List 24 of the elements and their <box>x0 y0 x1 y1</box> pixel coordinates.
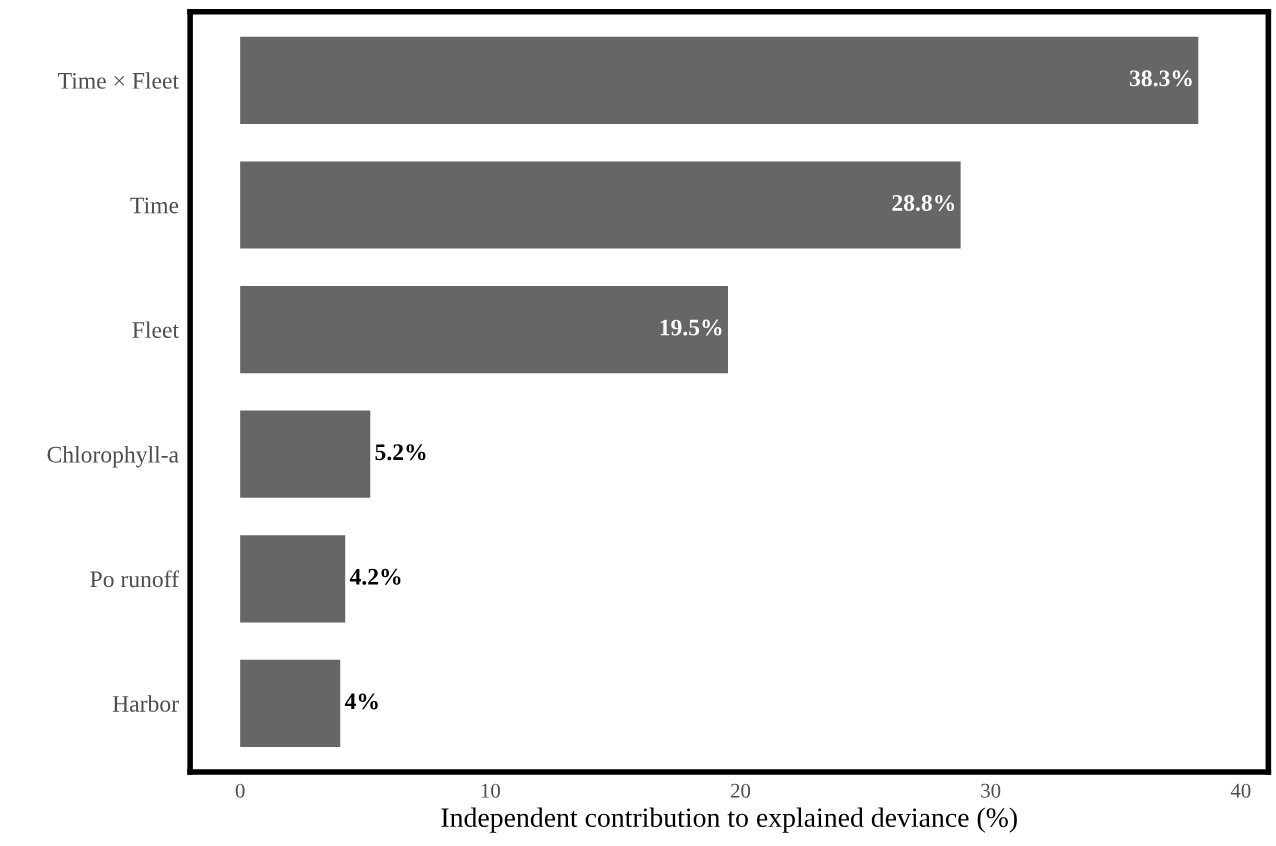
data-label: 4% <box>344 693 378 710</box>
y-tick-label: Harbor <box>112 695 179 712</box>
bar <box>240 535 346 623</box>
data-label: 19.5% <box>660 319 722 336</box>
x-tick-label: 20 <box>730 783 751 798</box>
x-tick-label: 40 <box>1230 783 1251 798</box>
y-tick-label: Po runoff <box>90 570 180 588</box>
x-axis-title: Independent contribution to explained deviance (%) <box>441 807 1017 833</box>
y-tick-label: Chlorophyll-a <box>47 446 179 468</box>
bar <box>240 36 1199 124</box>
x-tick-label: 10 <box>481 783 500 798</box>
y-tick-label: Time × Fleet <box>58 72 179 89</box>
bar <box>240 659 341 748</box>
y-tick-label: Fleet <box>132 321 179 339</box>
data-label: 5.2% <box>375 444 426 461</box>
data-label: 4.2% <box>349 568 401 585</box>
bar <box>240 161 961 249</box>
x-tick-label: 30 <box>981 783 1001 798</box>
x-tick-label: 0 <box>235 783 245 798</box>
bar <box>240 285 728 374</box>
y-tick-label: Time <box>130 197 179 214</box>
bar <box>240 410 371 498</box>
data-label: 38.3% <box>1129 70 1192 87</box>
data-label: 28.8% <box>892 194 955 212</box>
